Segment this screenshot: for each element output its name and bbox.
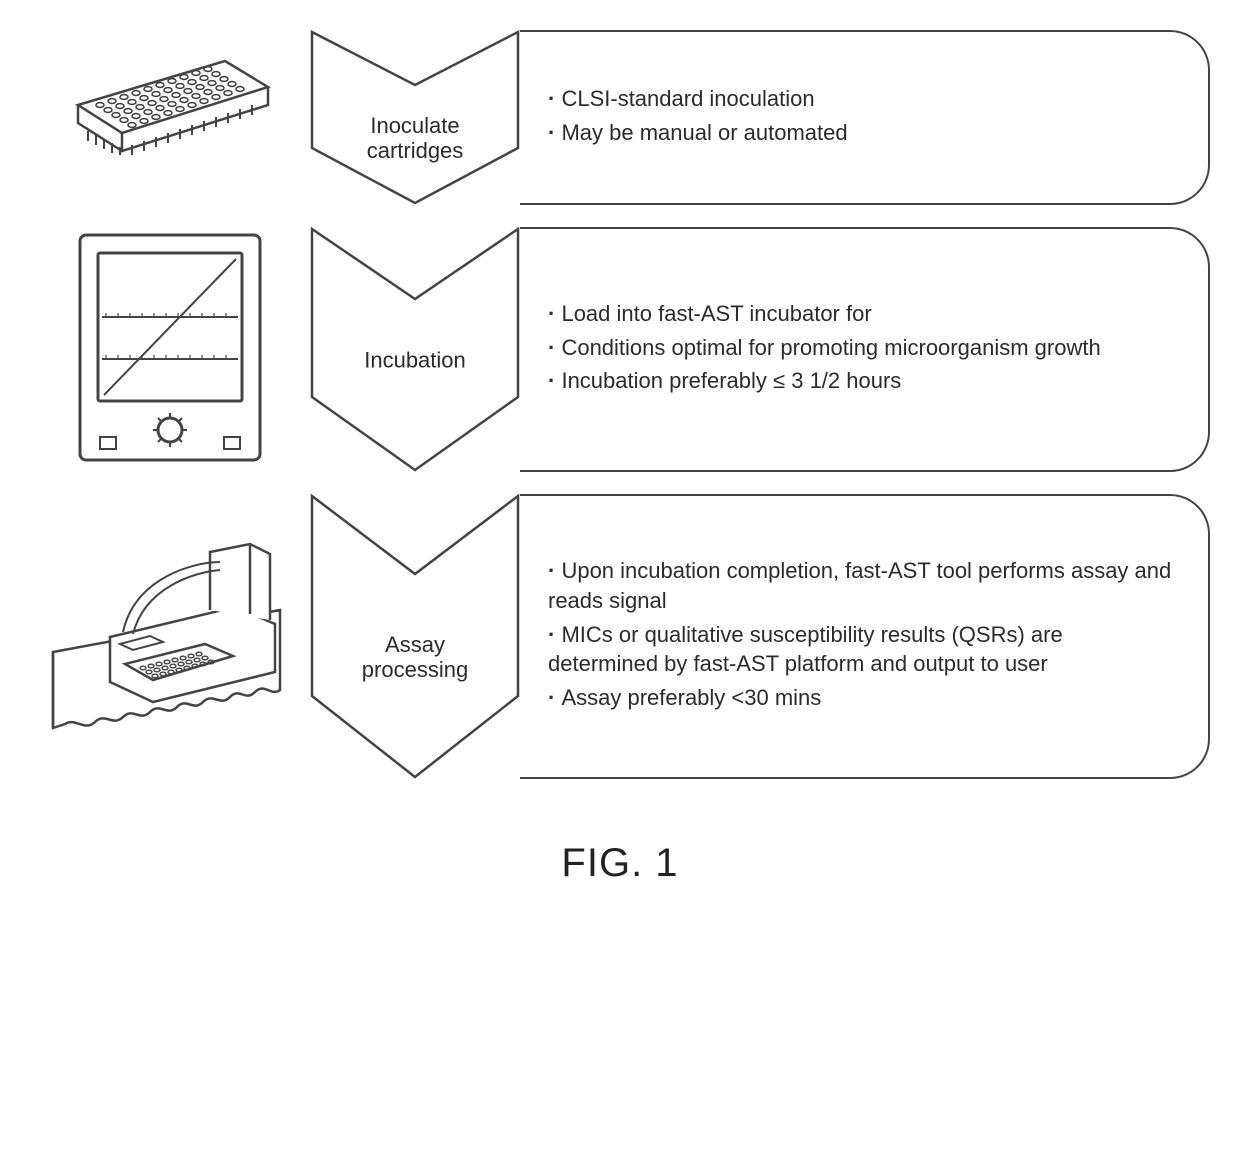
step-label-2: Incubation	[330, 347, 500, 372]
desc-cell-2: Load into fast-AST incubator for Conditi…	[520, 227, 1210, 472]
chevron-3: Assayprocessing	[310, 494, 520, 779]
note-3-2: Assay preferably <30 mins	[548, 683, 1178, 713]
step-row-3: Assayprocessing Upon incubation completi…	[30, 494, 1210, 779]
chevron-2: Incubation	[310, 227, 520, 472]
desc-box-1: CLSI-standard inoculation May be manual …	[520, 30, 1210, 205]
step-row-2: Incubation Load into fast-AST incubator …	[30, 227, 1210, 472]
figure-caption: FIG. 1	[561, 841, 678, 886]
desc-box-2: Load into fast-AST incubator for Conditi…	[520, 227, 1210, 472]
step-label-3: Assayprocessing	[330, 631, 500, 682]
desc-cell-1: CLSI-standard inoculation May be manual …	[520, 30, 1210, 205]
note-1-0: CLSI-standard inoculation	[548, 84, 1178, 114]
note-1-1: May be manual or automated	[548, 118, 1178, 148]
icon-cell-2	[30, 227, 310, 472]
note-2-1: Conditions optimal for promoting microor…	[548, 333, 1178, 363]
note-3-1: MICs or qualitative susceptibility resul…	[548, 620, 1178, 679]
note-3-0: Upon incubation completion, fast-AST too…	[548, 556, 1178, 615]
step-row-1: Inoculatecartridges CLSI-standard inocul…	[30, 30, 1210, 205]
assay-instrument-icon	[45, 532, 295, 742]
step-label-1: Inoculatecartridges	[330, 112, 500, 163]
icon-cell-1	[30, 53, 310, 183]
well-plate-icon	[60, 53, 280, 183]
desc-cell-3: Upon incubation completion, fast-AST too…	[520, 494, 1210, 779]
icon-cell-3	[30, 532, 310, 742]
chevron-cell-2: Incubation	[310, 227, 520, 472]
desc-box-3: Upon incubation completion, fast-AST too…	[520, 494, 1210, 779]
chevron-cell-3: Assayprocessing	[310, 494, 520, 779]
note-2-0: Load into fast-AST incubator for	[548, 299, 1178, 329]
incubator-icon	[70, 227, 270, 472]
note-2-2: Incubation preferably ≤ 3 1/2 hours	[548, 366, 1178, 396]
figure-container: Inoculatecartridges CLSI-standard inocul…	[30, 30, 1210, 886]
chevron-1: Inoculatecartridges	[310, 30, 520, 205]
chevron-cell-1: Inoculatecartridges	[310, 30, 520, 205]
